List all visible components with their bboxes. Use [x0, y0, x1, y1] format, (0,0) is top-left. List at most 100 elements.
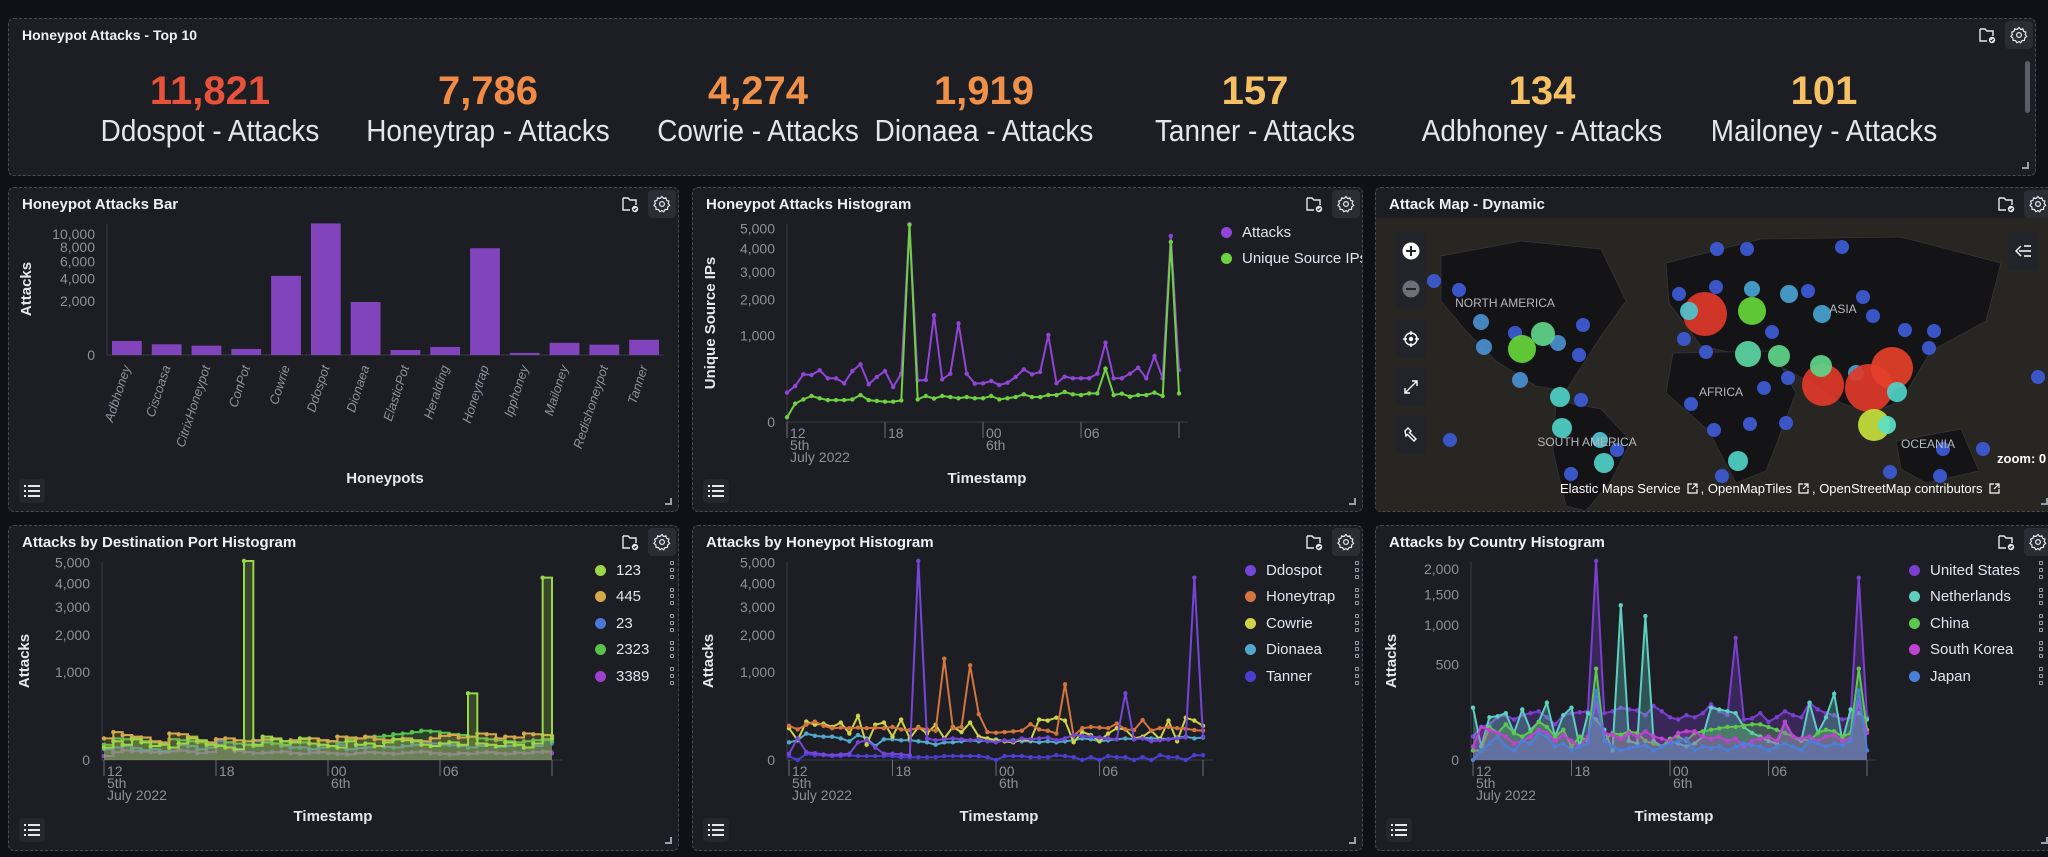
data-point[interactable]	[1119, 376, 1125, 381]
data-point[interactable]	[447, 740, 452, 745]
data-point[interactable]	[933, 755, 938, 760]
data-point[interactable]	[864, 742, 869, 747]
legend-item[interactable]: Attacks	[1221, 222, 1291, 242]
data-point[interactable]	[1200, 752, 1206, 758]
data-point[interactable]	[1651, 748, 1656, 753]
legend-toggle-list-icon[interactable]	[19, 479, 45, 503]
data-point[interactable]	[1552, 738, 1558, 744]
data-point[interactable]	[838, 752, 843, 757]
data-point[interactable]	[1503, 722, 1509, 727]
data-point[interactable]	[838, 720, 843, 725]
data-point[interactable]	[1088, 734, 1094, 739]
data-point[interactable]	[1071, 732, 1076, 738]
data-point[interactable]	[1618, 732, 1623, 737]
data-point[interactable]	[950, 736, 956, 741]
data-point[interactable]	[1105, 725, 1111, 731]
series-line-123[interactable]	[104, 559, 553, 751]
data-point[interactable]	[447, 752, 452, 757]
legend-item[interactable]: Cowrie	[1245, 613, 1313, 633]
data-point[interactable]	[795, 736, 800, 741]
data-point[interactable]	[786, 723, 792, 729]
data-point[interactable]	[1610, 744, 1615, 749]
attribution-link[interactable]: OpenMapTiles	[1707, 481, 1792, 496]
data-point[interactable]	[847, 725, 852, 731]
data-point[interactable]	[1593, 688, 1599, 694]
data-point[interactable]	[792, 401, 798, 406]
legend-actions-icon[interactable]	[2038, 666, 2044, 686]
data-point[interactable]	[185, 749, 191, 754]
data-point[interactable]	[1036, 727, 1042, 732]
resize-handle-icon[interactable]	[2022, 162, 2029, 169]
data-point[interactable]	[1511, 717, 1517, 722]
data-point[interactable]	[786, 740, 792, 745]
metric-tile[interactable]: 1,919 Dionaea - Attacks	[863, 69, 1106, 149]
data-point[interactable]	[1799, 736, 1804, 741]
data-point[interactable]	[549, 750, 555, 756]
data-point[interactable]	[858, 392, 863, 398]
data-point[interactable]	[1166, 718, 1171, 723]
data-point[interactable]	[503, 740, 508, 745]
data-point[interactable]	[833, 376, 839, 381]
data-point[interactable]	[1749, 730, 1755, 736]
data-point[interactable]	[1717, 707, 1722, 712]
data-point[interactable]	[1733, 724, 1738, 730]
folder-check-icon[interactable]	[1992, 190, 2020, 218]
data-point[interactable]	[1758, 711, 1763, 716]
attack-bubble[interactable]	[1531, 322, 1555, 346]
data-point[interactable]	[465, 745, 471, 750]
data-point[interactable]	[821, 723, 826, 729]
data-point[interactable]	[1144, 392, 1149, 398]
data-point[interactable]	[1807, 700, 1812, 705]
attack-bubble[interactable]	[2031, 370, 2045, 384]
data-point[interactable]	[942, 737, 947, 742]
data-point[interactable]	[972, 381, 978, 386]
attack-bubble[interactable]	[1699, 345, 1713, 359]
data-point[interactable]	[916, 558, 921, 564]
data-point[interactable]	[817, 368, 822, 373]
fullscreen-button[interactable]	[1396, 368, 1426, 406]
data-point[interactable]	[795, 757, 800, 763]
data-point[interactable]	[1002, 753, 1007, 759]
legend-actions-icon[interactable]	[2038, 613, 2044, 633]
gear-icon[interactable]	[2024, 528, 2048, 556]
data-point[interactable]	[1561, 713, 1566, 718]
attack-bubble[interactable]	[1552, 418, 1572, 438]
attack-bubble[interactable]	[1576, 318, 1590, 332]
attack-bubble[interactable]	[1927, 324, 1941, 338]
data-point[interactable]	[825, 397, 831, 403]
legend-item[interactable]: United States	[1909, 560, 2020, 580]
data-point[interactable]	[279, 739, 284, 744]
data-point[interactable]	[1174, 725, 1180, 731]
data-point[interactable]	[993, 740, 999, 745]
data-point[interactable]	[812, 733, 818, 739]
data-point[interactable]	[833, 397, 839, 403]
data-point[interactable]	[1610, 748, 1615, 753]
bar-ipphoney[interactable]	[509, 352, 540, 355]
metric-tile[interactable]: 134 Adbhoney - Attacks	[1408, 69, 1675, 149]
legend-toggle-list-icon[interactable]	[703, 479, 729, 503]
attack-bubble[interactable]	[1933, 469, 1947, 483]
data-point[interactable]	[1123, 691, 1128, 696]
bar-dionaea[interactable]	[350, 301, 381, 355]
data-point[interactable]	[120, 748, 125, 753]
data-point[interactable]	[1725, 738, 1730, 744]
legend-actions-icon[interactable]	[1354, 666, 1360, 686]
data-point[interactable]	[1840, 738, 1845, 744]
data-point[interactable]	[881, 737, 887, 742]
data-point[interactable]	[1103, 340, 1108, 345]
data-point[interactable]	[503, 751, 508, 756]
data-point[interactable]	[866, 382, 871, 387]
data-point[interactable]	[204, 742, 209, 747]
attack-bubble[interactable]	[1594, 453, 1614, 473]
data-point[interactable]	[1585, 711, 1591, 716]
data-point[interactable]	[1495, 734, 1500, 739]
gear-icon[interactable]	[2024, 190, 2048, 218]
data-point[interactable]	[279, 749, 284, 754]
attack-bubble[interactable]	[1684, 397, 1698, 411]
attack-bubble[interactable]	[1572, 348, 1586, 362]
data-point[interactable]	[111, 749, 116, 755]
data-point[interactable]	[1071, 755, 1076, 760]
data-point[interactable]	[1045, 728, 1050, 733]
data-point[interactable]	[1782, 741, 1788, 746]
data-point[interactable]	[531, 732, 536, 737]
